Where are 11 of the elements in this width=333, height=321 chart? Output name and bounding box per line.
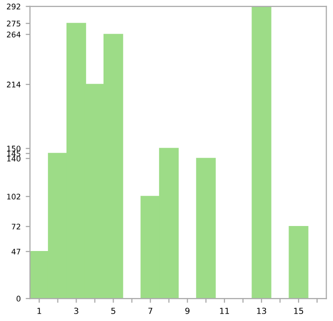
x-tick-label: 15 [294, 308, 304, 314]
x-tick-label: 13 [257, 308, 266, 314]
bar [288, 226, 308, 299]
x-tick-label: 9 [185, 308, 190, 314]
bar [252, 6, 272, 299]
x-tick-label: 11 [220, 308, 229, 314]
x-tick-label: 7 [148, 308, 152, 314]
bar [196, 158, 216, 299]
x-tick-label: 3 [74, 308, 78, 314]
x-tick-label: 5 [111, 308, 116, 314]
x-tick-label: 1 [37, 308, 42, 314]
